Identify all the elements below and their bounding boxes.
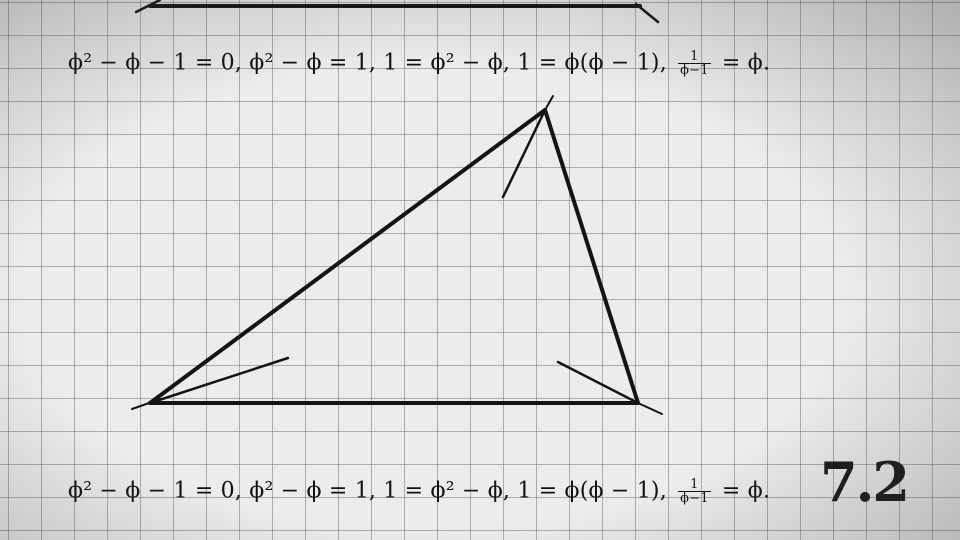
golden-ratio-formula-top: ϕ² − ϕ − 1 = 0, ϕ² − ϕ = 1, 1 = ϕ² − ϕ, … bbox=[68, 50, 770, 77]
formula-top-fraction-denominator: ϕ−1 bbox=[680, 63, 709, 78]
formula-bottom-rhs: = ϕ. bbox=[714, 478, 771, 504]
formula-top-rhs: = ϕ. bbox=[714, 50, 771, 76]
formula-bottom-fraction-numerator: 1 bbox=[678, 478, 711, 492]
formula-top-fraction: 1 ϕ−1 bbox=[678, 50, 711, 77]
left-angle-bisector bbox=[148, 356, 290, 405]
triangle-right-side bbox=[543, 108, 640, 405]
top-triangle-left-tick bbox=[134, 0, 162, 14]
triangle-left-side bbox=[148, 108, 547, 405]
section-number: 7.2 bbox=[820, 450, 910, 514]
top-vertex-tick bbox=[544, 95, 554, 111]
top-triangle-right-tick bbox=[634, 2, 660, 24]
golden-ratio-formula-bottom: ϕ² − ϕ − 1 = 0, ϕ² − ϕ = 1, 1 = ϕ² − ϕ, … bbox=[68, 478, 770, 505]
main-triangle bbox=[131, 95, 663, 415]
left-vertex-tick bbox=[131, 401, 153, 410]
right-vertex-tick bbox=[637, 402, 663, 415]
top-triangle-partial bbox=[134, 0, 660, 24]
formula-top-fraction-numerator: 1 bbox=[678, 50, 711, 64]
formula-top-main: ϕ² − ϕ − 1 = 0, ϕ² − ϕ = 1, 1 = ϕ² − ϕ, … bbox=[68, 50, 675, 76]
formula-bottom-main: ϕ² − ϕ − 1 = 0, ϕ² − ϕ = 1, 1 = ϕ² − ϕ, … bbox=[68, 478, 675, 504]
top-angle-bisector bbox=[501, 108, 547, 199]
right-angle-bisector bbox=[556, 360, 640, 405]
formula-bottom-fraction: 1 ϕ−1 bbox=[678, 478, 711, 505]
formula-bottom-fraction-denominator: ϕ−1 bbox=[680, 491, 709, 506]
